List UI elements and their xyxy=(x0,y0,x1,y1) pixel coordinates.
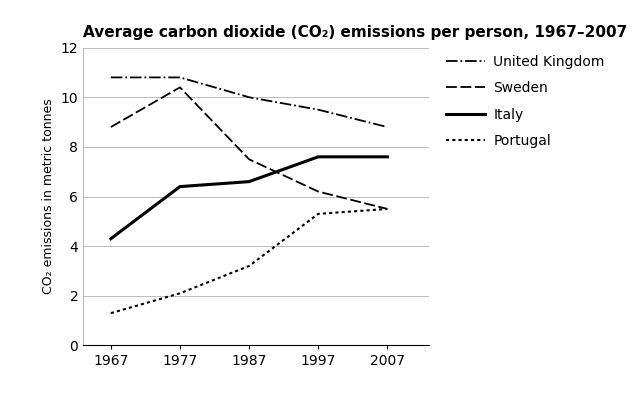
Italy xyxy=(383,154,391,159)
Portugal xyxy=(314,212,322,216)
Italy xyxy=(176,184,184,189)
United Kingdom xyxy=(107,75,115,80)
Portugal xyxy=(176,291,184,296)
Italy xyxy=(107,236,115,241)
United Kingdom xyxy=(314,107,322,112)
Portugal xyxy=(245,264,253,268)
United Kingdom xyxy=(245,95,253,100)
Portugal xyxy=(383,206,391,211)
Italy xyxy=(314,154,322,159)
Portugal xyxy=(107,311,115,316)
Sweden xyxy=(176,85,184,90)
Line: Italy: Italy xyxy=(111,157,387,239)
United Kingdom xyxy=(176,75,184,80)
Text: Average carbon dioxide (CO₂) emissions per person, 1967–2007: Average carbon dioxide (CO₂) emissions p… xyxy=(83,25,627,40)
Line: Portugal: Portugal xyxy=(111,209,387,313)
Sweden xyxy=(383,206,391,211)
Line: Sweden: Sweden xyxy=(111,87,387,209)
Sweden xyxy=(314,189,322,194)
Sweden xyxy=(107,125,115,129)
Y-axis label: CO₂ emissions in metric tonnes: CO₂ emissions in metric tonnes xyxy=(42,98,55,295)
Sweden xyxy=(245,157,253,162)
Legend: United Kingdom, Sweden, Italy, Portugal: United Kingdom, Sweden, Italy, Portugal xyxy=(446,54,605,148)
United Kingdom xyxy=(383,125,391,129)
Line: United Kingdom: United Kingdom xyxy=(111,77,387,127)
Italy xyxy=(245,179,253,184)
